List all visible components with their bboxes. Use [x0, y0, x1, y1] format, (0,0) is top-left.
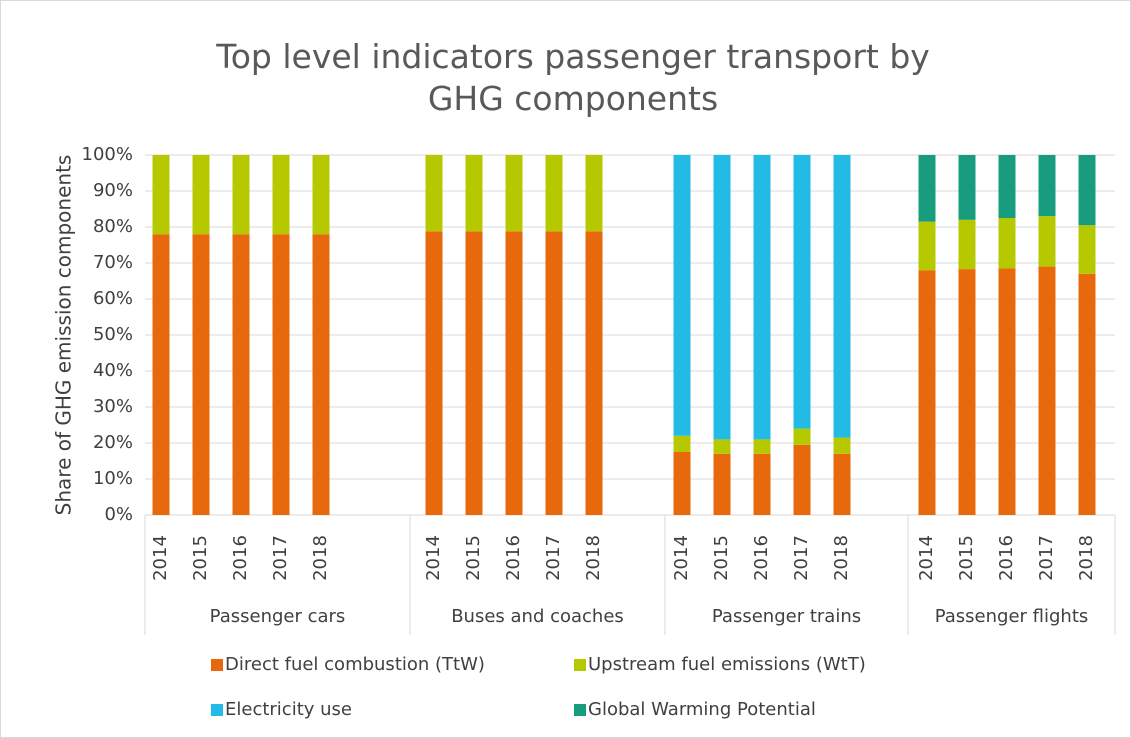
bar-segment: [1038, 155, 1056, 217]
bar-segment: [753, 155, 771, 440]
bar-segment: [998, 268, 1016, 515]
bar-segment: [793, 444, 811, 515]
bar-segment: [505, 231, 523, 515]
bar-segment: [793, 155, 811, 429]
y-axis-title: Share of GHG emission components: [52, 155, 76, 516]
x-tick-label: 2014: [150, 535, 171, 581]
x-tick-label: 2018: [831, 535, 852, 581]
bar-segment: [673, 452, 691, 515]
y-tick-label: 40%: [93, 360, 133, 381]
bar-segment: [545, 155, 563, 232]
x-tick-label: 2015: [956, 535, 977, 581]
x-tick-label: 2016: [996, 535, 1017, 581]
x-tick-label: 2017: [270, 535, 291, 581]
x-tick-label: 2015: [711, 535, 732, 581]
bar-segment: [958, 269, 976, 515]
bar-segment: [1038, 266, 1056, 515]
bar-segment: [998, 218, 1016, 269]
x-tick-label: 2014: [671, 535, 692, 581]
y-tick-label: 30%: [93, 396, 133, 417]
y-tick-label: 20%: [93, 432, 133, 453]
group-label: Passenger cars: [210, 606, 346, 627]
bar-segment: [793, 428, 811, 445]
bar-segment: [1078, 155, 1096, 226]
group-label: Passenger flights: [935, 606, 1089, 627]
bar-segment: [958, 155, 976, 220]
bar-segment: [833, 155, 851, 438]
legend-label: Global Warming Potential: [588, 699, 816, 720]
bar-segment: [958, 219, 976, 270]
bar-segment: [312, 155, 330, 235]
bar-segment: [425, 155, 443, 232]
bar-segment: [673, 435, 691, 452]
bar-segment: [833, 453, 851, 515]
x-tick-label: 2016: [503, 535, 524, 581]
y-tick-label: 60%: [93, 288, 133, 309]
y-tick-label: 80%: [93, 216, 133, 237]
x-tick-label: 2015: [463, 535, 484, 581]
x-tick-label: 2014: [423, 535, 444, 581]
x-tick-label: 2016: [751, 535, 772, 581]
bar-segment: [312, 234, 330, 515]
legend-label: Upstream fuel emissions (WtT): [588, 654, 866, 675]
x-tick-label: 2014: [916, 535, 937, 581]
bar-segment: [505, 155, 523, 232]
bar-segment: [1038, 216, 1056, 267]
bar-segment: [1078, 225, 1096, 274]
bar-segment: [585, 231, 603, 515]
bar-segment: [545, 231, 563, 515]
bar-segment: [1078, 273, 1096, 515]
bar-segment: [465, 155, 483, 232]
bar-segment: [425, 231, 443, 515]
bar-segment: [753, 439, 771, 454]
bar-segment: [673, 155, 691, 436]
y-tick-label: 90%: [93, 180, 133, 201]
y-tick-label: 70%: [93, 252, 133, 273]
bar-segment: [713, 155, 731, 440]
bar-segment: [192, 234, 210, 515]
x-tick-label: 2018: [583, 535, 604, 581]
y-tick-label: 50%: [93, 324, 133, 345]
bar-segment: [272, 234, 290, 515]
bar-segment: [753, 453, 771, 515]
legend-swatch: [211, 704, 223, 716]
x-tick-label: 2016: [230, 535, 251, 581]
x-tick-label: 2018: [1076, 535, 1097, 581]
bar-segment: [918, 221, 936, 271]
legend-label: Electricity use: [225, 699, 352, 720]
x-tick-label: 2017: [1036, 535, 1057, 581]
x-tick-label: 2018: [310, 535, 331, 581]
bar-segment: [232, 234, 250, 515]
chart-title: Top level indicators passenger transport…: [216, 37, 930, 118]
bar-segment: [918, 155, 936, 222]
bar-segment: [998, 155, 1016, 218]
legend-swatch: [574, 659, 586, 671]
bar-segment: [713, 453, 731, 515]
bar-segment: [192, 155, 210, 235]
x-tick-label: 2017: [791, 535, 812, 581]
bar-segment: [152, 234, 170, 515]
y-tick-label: 100%: [82, 144, 133, 165]
x-tick-label: 2015: [190, 535, 211, 581]
bar-segment: [918, 270, 936, 515]
group-label: Passenger trains: [712, 606, 861, 627]
legend-swatch: [211, 659, 223, 671]
bar-segment: [713, 439, 731, 454]
group-label: Buses and coaches: [451, 606, 624, 627]
legend-swatch: [574, 704, 586, 716]
x-tick-label: 2017: [543, 535, 564, 581]
bar-segment: [232, 155, 250, 235]
bar-segment: [465, 231, 483, 515]
y-tick-label: 0%: [104, 504, 133, 525]
legend-label: Direct fuel combustion (TtW): [225, 654, 485, 675]
bar-segment: [585, 155, 603, 232]
bar-segment: [272, 155, 290, 235]
bar-segment: [833, 437, 851, 454]
bar-segment: [152, 155, 170, 235]
y-tick-label: 10%: [93, 468, 133, 489]
